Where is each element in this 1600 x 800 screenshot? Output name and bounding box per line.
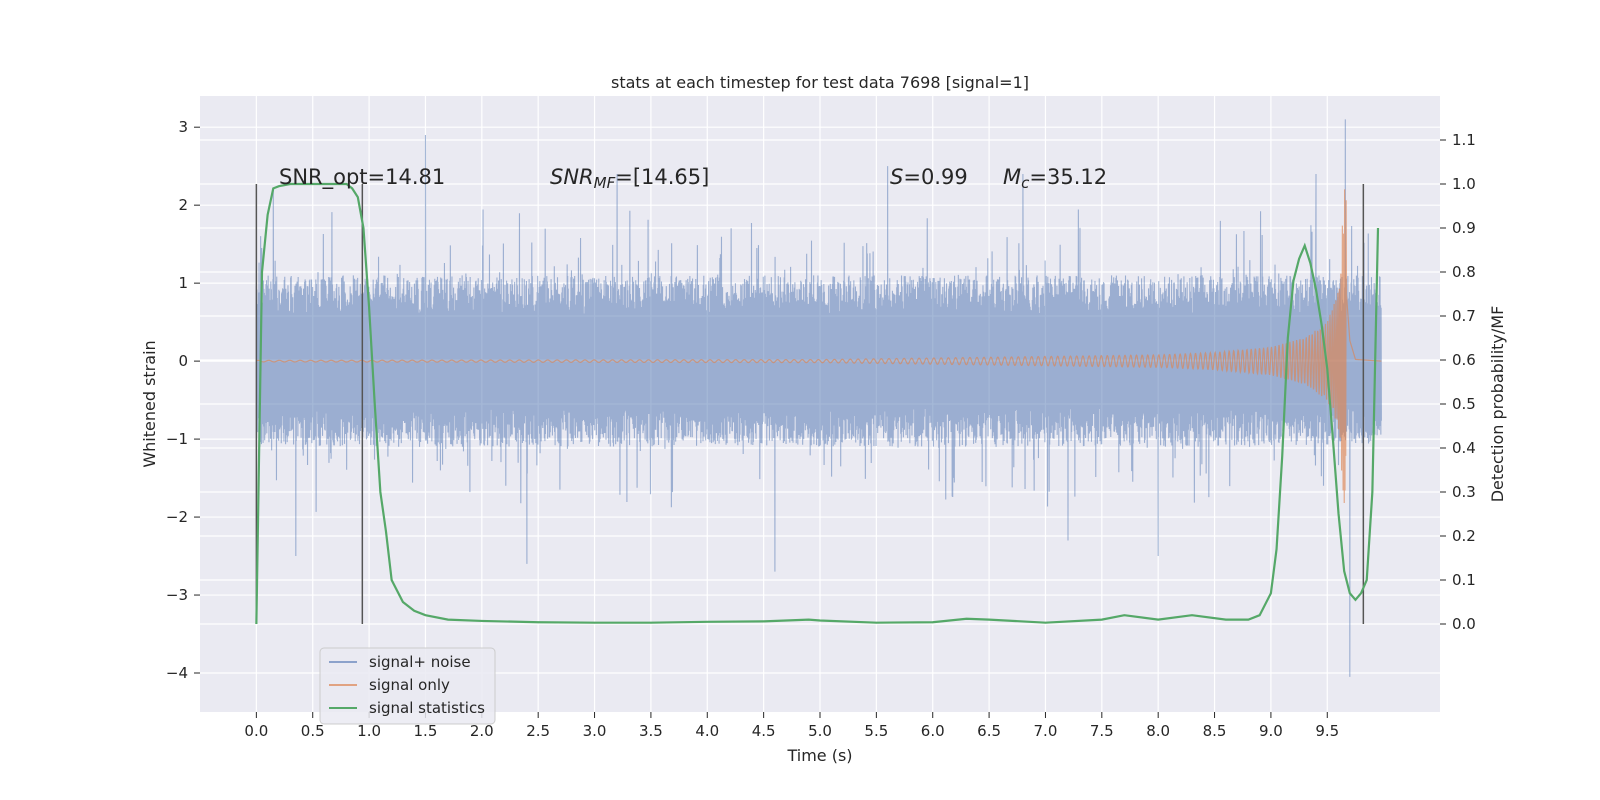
legend-label-signal-only: signal only: [369, 676, 450, 694]
x-tick-label: 7.0: [1034, 722, 1058, 740]
annotation-snr-mf: SNRMF=[14.65]: [550, 165, 709, 192]
annotation-s: S=0.99: [890, 165, 968, 189]
chart-title: stats at each timestep for test data 769…: [611, 73, 1029, 92]
x-tick-label: 4.5: [752, 722, 776, 740]
y-right-tick-label: 0.9: [1452, 219, 1476, 237]
series-signal-noise: [255, 119, 1382, 677]
s-symbol: S: [890, 165, 903, 189]
x-tick-label: 5.5: [864, 722, 888, 740]
annotation-mc: Mc=35.12: [1003, 165, 1107, 192]
y-tick-label: −3: [166, 586, 188, 604]
y-tick-label: −1: [166, 430, 188, 448]
mc-base: M: [1003, 165, 1021, 189]
y-right-tick-label: 0.4: [1452, 439, 1476, 457]
snr-mf-value: =[14.65]: [615, 165, 709, 189]
y-right-tick-label: 0.1: [1452, 571, 1476, 589]
x-tick-label: 6.0: [921, 722, 945, 740]
y-right-tick-label: 0.5: [1452, 395, 1476, 413]
series-signal-only: [256, 189, 1382, 504]
x-axis-label: Time (s): [786, 746, 852, 765]
mc-sub: c: [1021, 174, 1030, 192]
y-tick-label: −2: [166, 508, 188, 526]
y-tick-label: 0: [178, 352, 188, 370]
x-tick-label: 7.5: [1090, 722, 1114, 740]
signal-statistics-line: [255, 182, 1380, 625]
x-tick-label: 8.5: [1203, 722, 1227, 740]
s-value: =0.99: [903, 165, 967, 189]
legend: signal+ noise signal only signal statist…: [319, 647, 496, 725]
legend-label-signal-noise: signal+ noise: [369, 653, 471, 671]
y-axis-label: Whitened strain: [140, 340, 159, 467]
x-tick-label: 6.5: [977, 722, 1001, 740]
x-tick-label: 4.0: [695, 722, 719, 740]
mc-value: =35.12: [1029, 165, 1107, 189]
x-tick-label: 0.0: [244, 722, 268, 740]
y-right-tick-label: 1.0: [1452, 175, 1476, 193]
series-signal-statistics: [255, 182, 1380, 625]
x-tick-label: 3.5: [639, 722, 663, 740]
x-tick-label: 5.0: [808, 722, 832, 740]
signal-noise-line: [255, 119, 1382, 677]
vertical-markers: [255, 184, 1365, 624]
x-tick-label: 2.5: [526, 722, 550, 740]
y-tick-label: 1: [178, 274, 188, 292]
x-tick-label: 1.5: [414, 722, 438, 740]
y-right-tick-label: 0.7: [1452, 307, 1476, 325]
snr-mf-sub: MF: [594, 174, 616, 192]
y-right-tick-label: 1.1: [1452, 131, 1476, 149]
y-right-tick-label: 0.2: [1452, 527, 1476, 545]
legend-label-signal-statistics: signal statistics: [369, 699, 485, 717]
x-tick-label: 3.0: [583, 722, 607, 740]
y-right-tick-label: 0.3: [1452, 483, 1476, 501]
x-tick-label: 9.5: [1315, 722, 1339, 740]
x-tick-label: 9.0: [1259, 722, 1283, 740]
y-tick-label: −4: [166, 664, 188, 682]
y-axis-right-label: Detection probability/MF: [1488, 306, 1507, 503]
snr-mf-base: SNR: [550, 165, 594, 189]
x-tick-label: 8.0: [1146, 722, 1170, 740]
x-tick-label: 2.0: [470, 722, 494, 740]
x-tick-label: 0.5: [301, 722, 325, 740]
legend-box: [319, 647, 496, 725]
y-right-tick-label: 0.6: [1452, 351, 1476, 369]
y-tick-label: 2: [178, 196, 188, 214]
signal-only-line: [256, 189, 1382, 504]
y-right-tick-label: 0.8: [1452, 263, 1476, 281]
tick-labels: 0.0 0.5 1.0 1.5 2.0 2.5 3.0 3.5 4.0 4.5 5.0 5.5 6.0 6…: [166, 118, 1476, 740]
x-tick-label: 1.0: [357, 722, 381, 740]
annotation-snr-opt: SNR_opt=14.81: [279, 165, 445, 190]
y-right-tick-label: 0.0: [1452, 615, 1476, 633]
y-tick-label: 3: [178, 118, 188, 136]
